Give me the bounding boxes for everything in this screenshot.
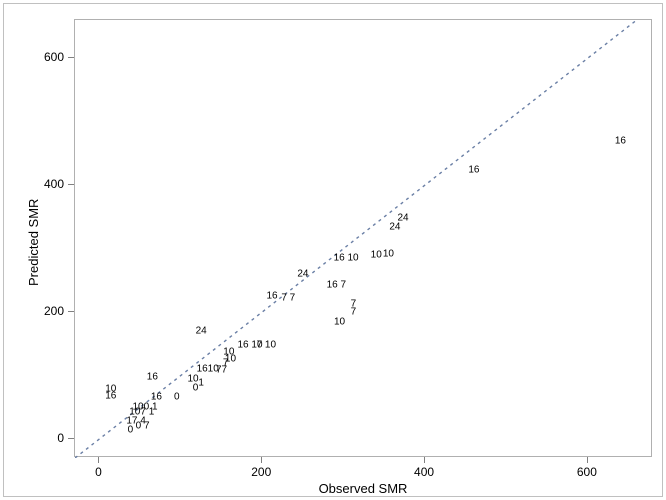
scatter-point-label: 7 (351, 307, 357, 318)
y-tick-label: 200 (44, 304, 64, 318)
x-tick-label: 200 (251, 465, 271, 479)
scatter-point-label: 7 7 (281, 293, 295, 304)
scatter-point-label: 24 (196, 326, 207, 337)
scatter-point-label: 0 (174, 392, 180, 403)
scatter-point-label: 16 10 (334, 253, 359, 264)
x-tick-mark (587, 457, 588, 463)
x-tick-label: 600 (577, 465, 597, 479)
x-tick-mark (424, 457, 425, 463)
scatter-point-label: 10 (334, 316, 345, 327)
scatter-point-label: 10 (371, 249, 382, 260)
scatter-point-label: 1 (198, 378, 204, 389)
scatter-point-label: 0 7 (136, 421, 150, 432)
scatter-point-label: 7 10 (257, 340, 276, 351)
scatter-point-label: 24 (389, 221, 400, 232)
x-axis-label: Observed SMR (319, 481, 408, 496)
plot-area: 16162424101016 102416 7167 777102416 107… (74, 19, 652, 457)
scatter-point-label: 0 (128, 425, 134, 436)
scatter-point-label: 16 (147, 372, 158, 383)
scatter-point-label: 16 (266, 291, 277, 302)
scatter-point-label: 77 (216, 365, 227, 376)
y-tick-label: 0 (57, 431, 64, 445)
scatter-point-label: 10 (383, 249, 394, 260)
x-tick-label: 0 (95, 465, 102, 479)
y-tick-mark (68, 184, 74, 185)
scatter-point-label: 16 (468, 165, 479, 176)
y-tick-mark (68, 438, 74, 439)
scatter-point-label: 16 (105, 391, 116, 402)
scatter-point-label: 16 (615, 135, 626, 146)
y-tick-label: 400 (44, 177, 64, 191)
scatter-point-label: 16 7 (327, 279, 346, 290)
y-tick-mark (68, 311, 74, 312)
chart-frame: Predicted SMR Observed SMR 1616242410101… (3, 3, 663, 497)
x-tick-mark (261, 457, 262, 463)
x-tick-label: 400 (414, 465, 434, 479)
y-tick-label: 600 (44, 50, 64, 64)
y-tick-mark (68, 57, 74, 58)
y-axis-label: Predicted SMR (26, 199, 41, 286)
scatter-point-label: 24 (297, 268, 308, 279)
x-tick-mark (98, 457, 99, 463)
